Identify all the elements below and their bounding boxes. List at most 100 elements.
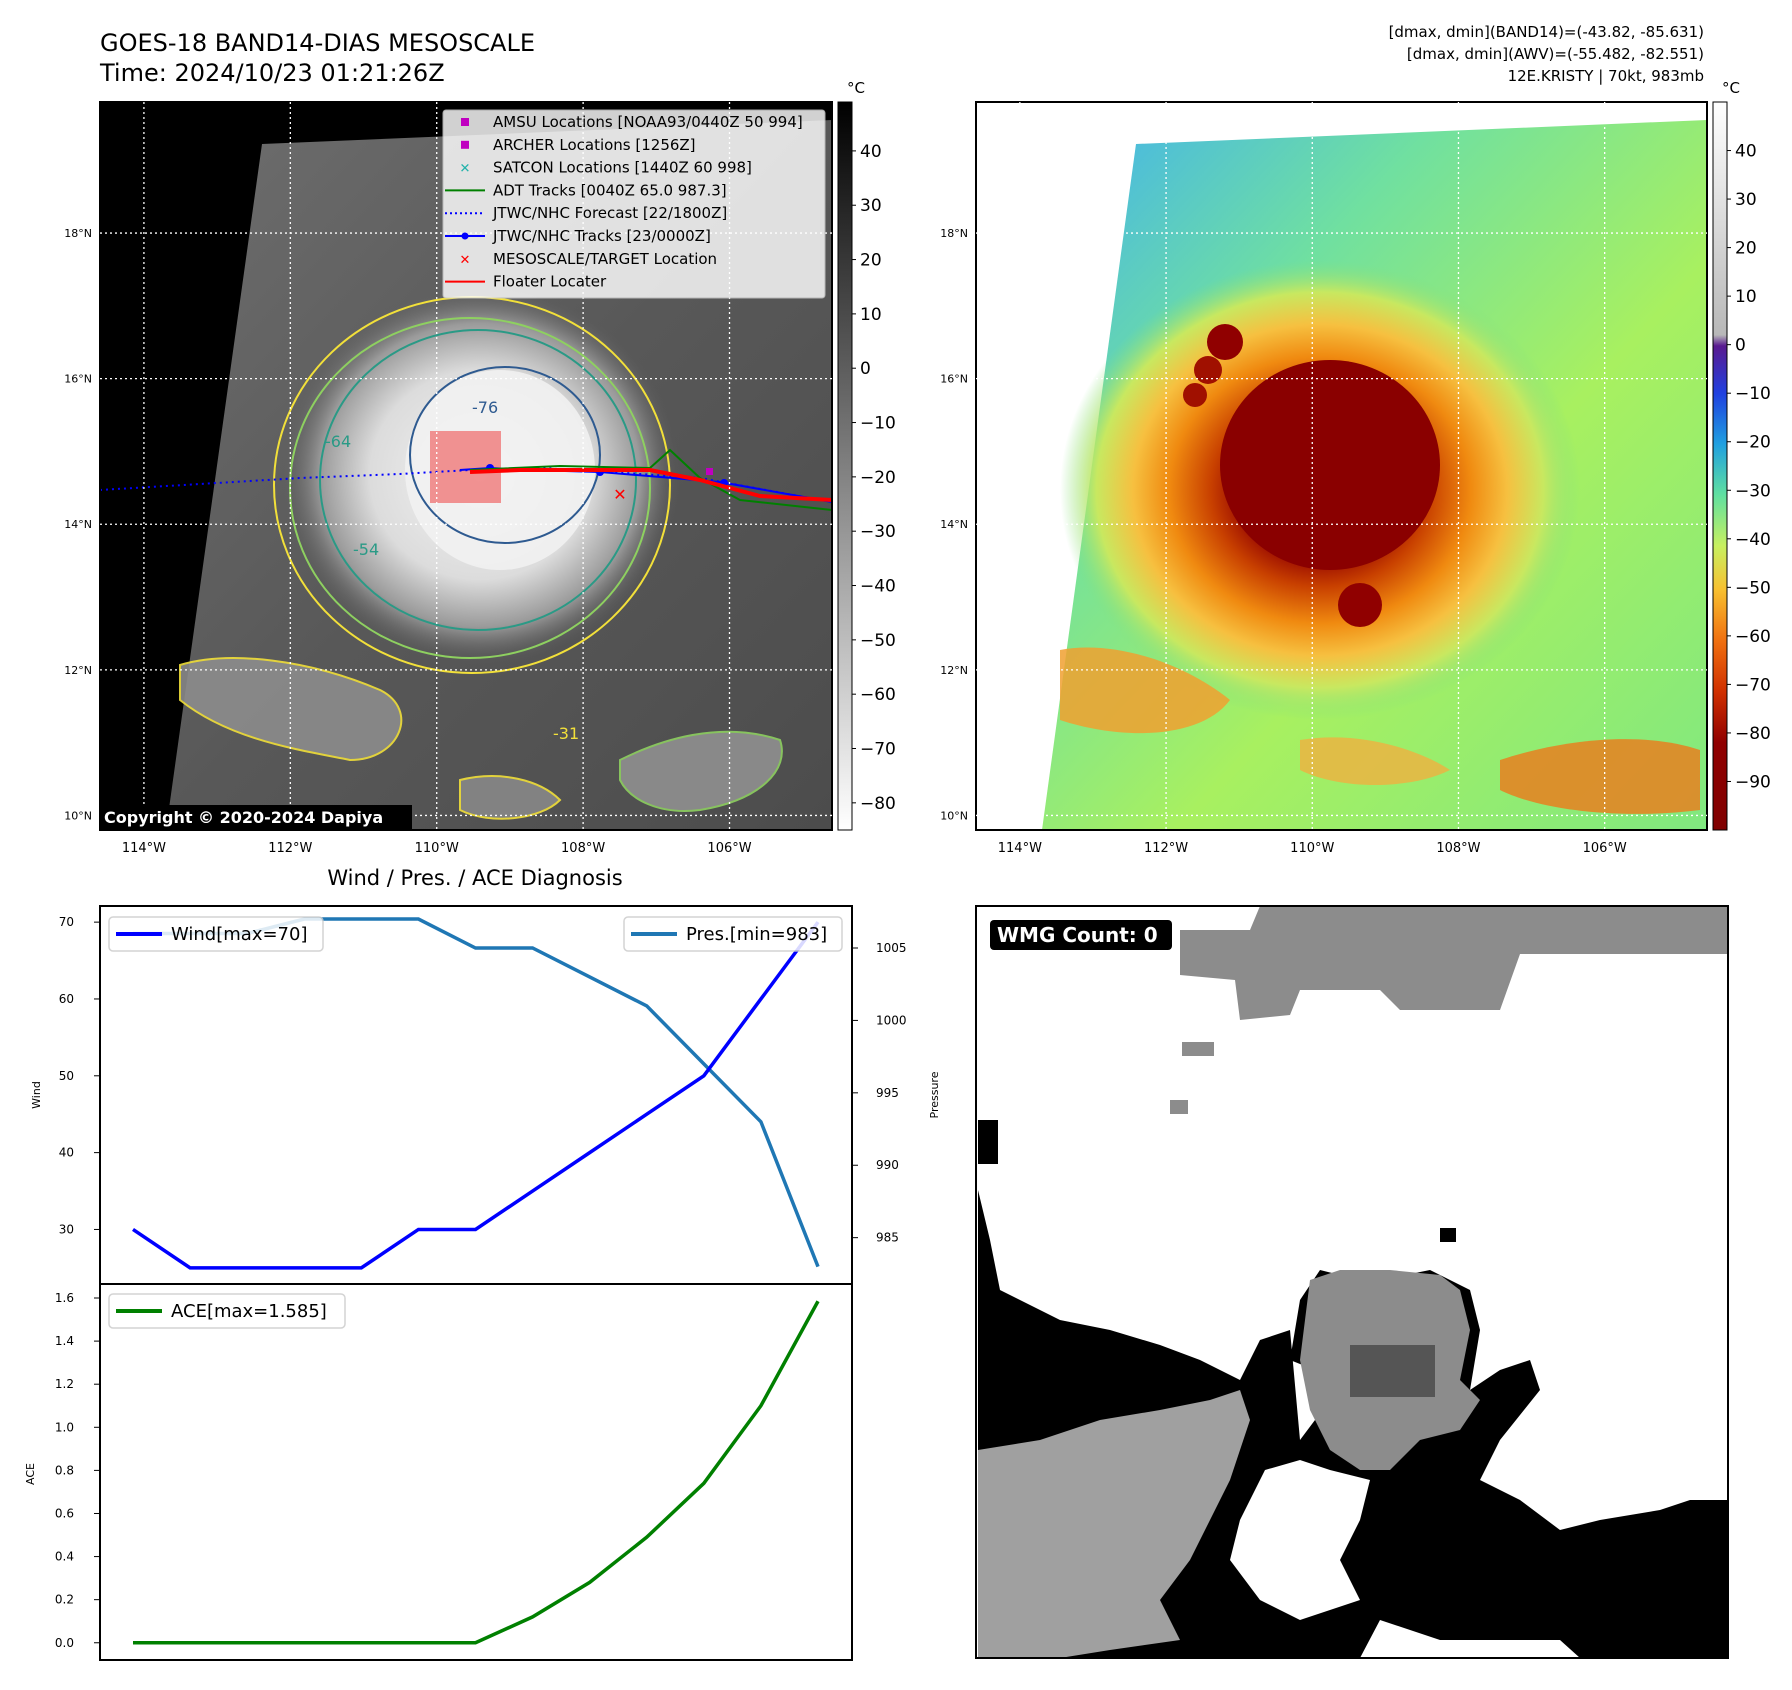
ace-chart: 0.0 0.2 0.4 0.6 0.8 1.0 1.2 1.4 1.6 ACE ACE[max=… bbox=[24, 1283, 853, 1661]
band14-lon-label: 108°W bbox=[561, 841, 605, 856]
contour-label-64: -64 bbox=[325, 432, 351, 451]
wind-legend: Wind[max=70] bbox=[108, 916, 324, 952]
info-storm: 12E.KRISTY | 70kt, 983mb bbox=[1508, 67, 1704, 85]
colorbar-tick-label: −30 bbox=[1735, 481, 1771, 501]
wmg-panel: WMG Count: 0 bbox=[975, 905, 1729, 1659]
wind-axis-tick-label: 40 bbox=[59, 1146, 74, 1160]
pressure-axis-tick-label: 995 bbox=[876, 1086, 899, 1100]
awv-map bbox=[975, 101, 1708, 831]
awv-lon-label: 110°W bbox=[1290, 841, 1334, 856]
colorbar-color: °C 40 30 20 10 0 −10 −20 −30 −40 −50 −60 −70 −80 −90 bbox=[1712, 79, 1771, 831]
ace-axis-tick-label: 0.0 bbox=[55, 1636, 74, 1650]
legend-entry-label: SATCON Locations [1440Z 60 998] bbox=[493, 159, 752, 177]
colorbar-tick-label: −80 bbox=[860, 794, 896, 814]
colorbar-tick-label: 0 bbox=[860, 359, 871, 379]
wmg-count-badge bbox=[990, 920, 1172, 950]
legend-marker-x: ✕ bbox=[460, 253, 471, 268]
awv-lon-label: 106°W bbox=[1583, 841, 1627, 856]
map-legend: AMSU Locations [NOAA93/0440Z 50 994] ARCH… bbox=[442, 109, 826, 299]
ace-axis-tick-label: 1.4 bbox=[55, 1334, 74, 1348]
ace-axis-tick-label: 1.6 bbox=[55, 1291, 74, 1305]
colorbar-gray: °C 40 30 20 10 0 −10 −20 −30 −40 −50 −60 −70 −80 bbox=[837, 79, 896, 831]
wind-axis-tick-label: 50 bbox=[59, 1069, 74, 1083]
awv-lat-label: 14°N bbox=[940, 518, 968, 531]
wind-axis-tick-label: 60 bbox=[59, 992, 74, 1006]
band14-lon-label: 114°W bbox=[122, 841, 166, 856]
colorbar-tick-label: −90 bbox=[1735, 772, 1771, 792]
legend-entry-label: ARCHER Locations [1256Z] bbox=[493, 136, 696, 154]
legend-entry-label: ADT Tracks [0040Z 65.0 987.3] bbox=[493, 181, 727, 199]
colorbar-tick-label: −40 bbox=[860, 577, 896, 597]
ace-axis-tick-label: 0.2 bbox=[55, 1593, 74, 1607]
copyright-text: Copyright © 2020-2024 Dapiya bbox=[104, 808, 383, 827]
contour-label-76: -76 bbox=[472, 398, 498, 417]
band14-lat-label: 12°N bbox=[64, 664, 92, 677]
colorbar-tick-label: 20 bbox=[860, 251, 882, 271]
wind-legend-label: Wind[max=70] bbox=[171, 924, 308, 945]
legend-entry-label: MESOSCALE/TARGET Location bbox=[493, 250, 717, 268]
band14-lat-label: 14°N bbox=[64, 518, 92, 531]
awv-lon-label: 114°W bbox=[998, 841, 1042, 856]
colorbar-tick-label: −40 bbox=[1735, 530, 1771, 550]
pressure-legend: Pres.[min=983] bbox=[623, 916, 843, 952]
colorbar-tick-label: −70 bbox=[1735, 675, 1771, 695]
wind-axis-label: Wind bbox=[30, 1081, 43, 1109]
colorbar-tick-label: −70 bbox=[860, 740, 896, 760]
contour-label-54: -54 bbox=[353, 540, 379, 559]
contour-label-31: -31 bbox=[553, 724, 579, 743]
band14-map: ✕ -76 -64 -54 -31 Copyright © 2020-2024 … bbox=[99, 101, 833, 831]
ace-axis-tick-label: 0.8 bbox=[55, 1463, 74, 1477]
colorbar-tick-label: 20 bbox=[1735, 239, 1757, 259]
band14-lon-label: 112°W bbox=[268, 841, 312, 856]
colorbar-tick-label: 0 bbox=[1735, 336, 1746, 356]
colorbar-tick-label: −30 bbox=[860, 522, 896, 542]
wmg-count-label: WMG Count: 0 bbox=[997, 923, 1158, 947]
band14-lat-label: 10°N bbox=[64, 809, 92, 822]
colorbar-tick-label: 40 bbox=[1735, 142, 1757, 162]
legend-marker-x: ✕ bbox=[460, 162, 471, 177]
pressure-axis-tick-label: 985 bbox=[876, 1231, 899, 1245]
pressure-axis-tick-label: 990 bbox=[876, 1158, 899, 1172]
ace-axis-tick-label: 1.2 bbox=[55, 1377, 74, 1391]
colorbar-color-unit: °C bbox=[1722, 79, 1740, 97]
ace-legend: ACE[max=1.585] bbox=[108, 1293, 346, 1329]
pressure-axis-tick-label: 1005 bbox=[876, 941, 907, 955]
colorbar-tick-label: −50 bbox=[860, 631, 896, 651]
figure-time: Time: 2024/10/23 01:21:26Z bbox=[99, 59, 445, 87]
svg-text:✕: ✕ bbox=[613, 485, 626, 504]
figure-title: GOES-18 BAND14-DIAS MESOSCALE bbox=[100, 29, 535, 57]
colorbar-tick-label: −60 bbox=[1735, 627, 1771, 647]
wind-axis-tick-label: 70 bbox=[59, 915, 74, 929]
pressure-axis-tick-label: 1000 bbox=[876, 1013, 907, 1027]
legend-marker-square bbox=[461, 140, 469, 149]
awv-lat-label: 18°N bbox=[940, 227, 968, 240]
colorbar-tick-label: −10 bbox=[1735, 384, 1771, 404]
awv-lat-label: 16°N bbox=[940, 373, 968, 386]
legend-entry-label: JTWC/NHC Tracks [23/0000Z] bbox=[492, 227, 711, 245]
colorbar-tick-label: 30 bbox=[1735, 190, 1757, 210]
colorbar-tick-label: 30 bbox=[860, 196, 882, 216]
band14-lon-label: 106°W bbox=[707, 841, 751, 856]
legend-box bbox=[442, 109, 826, 299]
colorbar-tick-label: −60 bbox=[860, 685, 896, 705]
info-band14: [dmax, dmin](BAND14)=(-43.82, -85.631) bbox=[1389, 23, 1704, 41]
ace-axis-tick-label: 1.0 bbox=[55, 1420, 74, 1434]
ace-axis-tick-label: 0.6 bbox=[55, 1506, 74, 1520]
ace-axis-tick-label: 0.4 bbox=[55, 1550, 74, 1564]
band14-lon-label: 110°W bbox=[415, 841, 459, 856]
diagnosis-title: Wind / Pres. / ACE Diagnosis bbox=[327, 866, 622, 890]
colorbar-tick-label: 40 bbox=[860, 142, 882, 162]
legend-marker-dot bbox=[461, 232, 469, 240]
awv-lat-label: 12°N bbox=[940, 664, 968, 677]
colorbar-tick-label: −10 bbox=[860, 414, 896, 434]
colorbar-tick-label: −80 bbox=[1735, 724, 1771, 744]
legend-marker-square bbox=[461, 118, 469, 126]
legend-entry-label: Floater Locater bbox=[493, 273, 607, 291]
colorbar-tick-label: −50 bbox=[1735, 578, 1771, 598]
colorbar-tick-label: 10 bbox=[1735, 287, 1757, 307]
awv-lon-label: 108°W bbox=[1436, 841, 1480, 856]
ace-axis-label: ACE bbox=[24, 1463, 37, 1485]
colorbar-gray-unit: °C bbox=[847, 79, 865, 97]
colorbar-tick-label: 10 bbox=[860, 305, 882, 325]
info-awv: [dmax, dmin](AWV)=(-55.482, -82.551) bbox=[1407, 45, 1704, 63]
